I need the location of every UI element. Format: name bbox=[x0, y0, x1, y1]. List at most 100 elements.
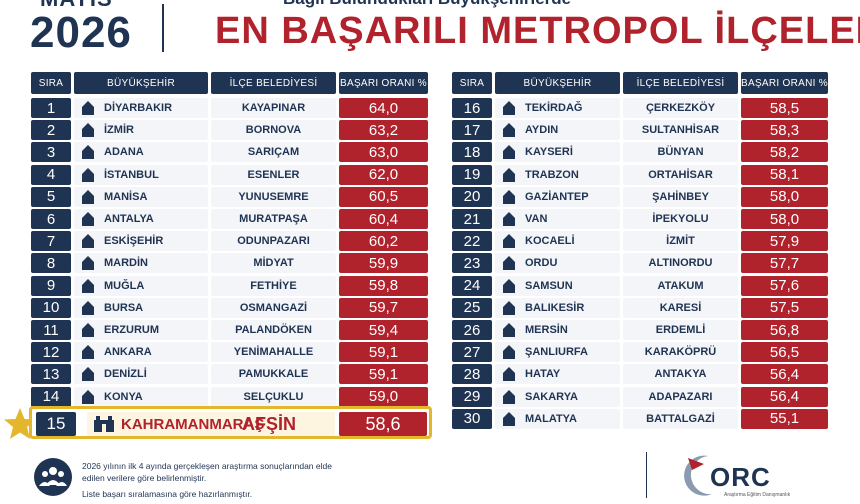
city-name: ANKARA bbox=[104, 346, 152, 359]
city-name: ESKİŞEHİR bbox=[104, 235, 164, 248]
table-row: 10 BURSA OSMANGAZİ 59,7 bbox=[31, 297, 428, 318]
city-cell: ORDU bbox=[495, 253, 620, 274]
table-row: 23 ORDU ALTINORDU 57,7 bbox=[452, 253, 828, 274]
city-cell: MANİSA bbox=[74, 186, 208, 207]
table-row: 1 DİYARBAKIR KAYAPINAR 64,0 bbox=[31, 98, 428, 118]
city-cell: ESKİŞEHİR bbox=[74, 231, 208, 252]
city-cell: KAHRAMANMARAŞ bbox=[87, 412, 335, 436]
rate-cell: 57,9 bbox=[741, 231, 828, 252]
landmark-icon bbox=[94, 416, 114, 432]
rate-cell: 58,6 bbox=[339, 412, 427, 436]
city-name: TRABZON bbox=[525, 168, 579, 181]
table-row: 27 ŞANLIURFA KARAKÖPRÜ 56,5 bbox=[452, 342, 828, 363]
rate-cell: 60,2 bbox=[339, 231, 428, 252]
city-cell: MARDİN bbox=[74, 253, 208, 274]
rate-cell: 59,1 bbox=[339, 364, 428, 385]
city-name: MARDİN bbox=[104, 257, 148, 270]
rate-cell: 57,6 bbox=[741, 275, 828, 296]
city-cell: ADANA bbox=[74, 142, 208, 163]
city-name: DİYARBAKIR bbox=[104, 102, 173, 114]
district-cell: ESENLER bbox=[211, 164, 336, 185]
landmark-icon bbox=[503, 234, 515, 249]
city-cell: TRABZON bbox=[495, 164, 620, 185]
page-subtitle: Bağlı Bulundukları Büyükşehirlerde bbox=[283, 0, 571, 9]
rate-cell: 57,5 bbox=[741, 297, 828, 318]
logo-text: ORC bbox=[710, 462, 771, 492]
rate-cell: 58,1 bbox=[741, 164, 828, 185]
rank-cell: 3 bbox=[31, 142, 71, 163]
landmark-icon bbox=[503, 167, 515, 182]
city-name: MALATYA bbox=[525, 412, 577, 425]
city-name: AYDIN bbox=[525, 124, 559, 137]
footer-note: 2026 yılının ilk 4 ayında gerçekleşen ar… bbox=[82, 461, 332, 483]
city-name: ANTALYA bbox=[104, 213, 154, 225]
header-divider bbox=[162, 4, 164, 52]
district-cell: ERDEMLİ bbox=[623, 320, 738, 340]
table-row: 16 TEKİRDAĞ ÇERKEZKÖY 58,5 bbox=[452, 98, 828, 118]
landmark-icon bbox=[503, 123, 515, 138]
district-cell: YENİMAHALLE bbox=[211, 342, 336, 363]
table-row: 25 BALIKESİR KARESİ 57,5 bbox=[452, 297, 828, 318]
col-city: BÜYÜKŞEHİR bbox=[74, 72, 208, 94]
landmark-icon bbox=[503, 389, 515, 404]
city-name: TEKİRDAĞ bbox=[525, 102, 583, 114]
landmark-icon bbox=[82, 345, 94, 360]
district-cell: FETHİYE bbox=[211, 275, 336, 296]
district-cell: MİDYAT bbox=[211, 253, 336, 274]
landmark-icon bbox=[82, 145, 94, 160]
rank-cell: 11 bbox=[31, 320, 71, 340]
district-cell: ORTAHİSAR bbox=[623, 164, 738, 185]
city-cell: DENİZLİ bbox=[74, 364, 208, 385]
rank-cell: 22 bbox=[452, 231, 492, 252]
city-name: GAZİANTEP bbox=[525, 190, 589, 203]
district-cell: ODUNPAZARI bbox=[211, 231, 336, 252]
city-name: MERSİN bbox=[525, 324, 568, 336]
district-cell: ADAPAZARI bbox=[623, 386, 738, 407]
table-row: 4 İSTANBUL ESENLER 62,0 bbox=[31, 164, 428, 185]
landmark-icon bbox=[503, 345, 515, 360]
table-row: 29 SAKARYA ADAPAZARI 56,4 bbox=[452, 386, 828, 407]
city-cell: İSTANBUL bbox=[74, 164, 208, 185]
landmark-icon bbox=[503, 145, 515, 160]
landmark-icon bbox=[82, 189, 94, 204]
rate-cell: 62,0 bbox=[339, 164, 428, 185]
district-cell: ÇERKEZKÖY bbox=[623, 98, 738, 118]
city-name: SAMSUN bbox=[525, 279, 573, 292]
table-row: 19 TRABZON ORTAHİSAR 58,1 bbox=[452, 164, 828, 185]
col-district: İLÇE BELEDİYESİ bbox=[623, 72, 738, 94]
district-cell: İPEKYOLU bbox=[623, 209, 738, 229]
city-cell: MUĞLA bbox=[74, 275, 208, 296]
table-row: 11 ERZURUM PALANDÖKEN 59,4 bbox=[31, 320, 428, 340]
city-name: İZMİR bbox=[104, 124, 134, 137]
city-cell: AYDIN bbox=[495, 120, 620, 141]
district-cell: PAMUKKALE bbox=[211, 364, 336, 385]
city-cell: HATAY bbox=[495, 364, 620, 385]
city-name: ŞANLIURFA bbox=[525, 346, 588, 359]
city-name: VAN bbox=[525, 213, 548, 225]
rank-cell: 21 bbox=[452, 209, 492, 229]
col-rank: SIRA bbox=[452, 72, 492, 94]
landmark-icon bbox=[82, 234, 94, 249]
city-cell: GAZİANTEP bbox=[495, 186, 620, 207]
footer-note-2: Liste başarı sıralamasına göre hazırlanm… bbox=[82, 489, 253, 499]
table-row: 6 ANTALYA MURATPAŞA 60,4 bbox=[31, 209, 428, 229]
rank-cell: 18 bbox=[452, 142, 492, 163]
city-cell: İZMİR bbox=[74, 120, 208, 141]
rate-cell: 56,4 bbox=[741, 386, 828, 407]
rank-cell: 15 bbox=[36, 412, 76, 436]
rank-cell: 16 bbox=[452, 98, 492, 118]
district-cell: KARESİ bbox=[623, 297, 738, 318]
district-name: AFŞİN bbox=[242, 414, 296, 434]
city-name: BALIKESİR bbox=[525, 301, 585, 314]
rank-cell: 8 bbox=[31, 253, 71, 274]
footer-divider bbox=[646, 452, 647, 498]
rank-cell: 24 bbox=[452, 275, 492, 296]
district-cell: OSMANGAZİ bbox=[211, 297, 336, 318]
rank-cell: 28 bbox=[452, 364, 492, 385]
landmark-icon bbox=[503, 278, 515, 293]
rank-cell: 1 bbox=[31, 98, 71, 118]
district-cell: SELÇUKLU bbox=[211, 386, 336, 407]
table-row: 13 DENİZLİ PAMUKKALE 59,1 bbox=[31, 364, 428, 385]
star-icon bbox=[4, 408, 36, 439]
col-rate: BAŞARI ORANI % bbox=[741, 72, 828, 94]
